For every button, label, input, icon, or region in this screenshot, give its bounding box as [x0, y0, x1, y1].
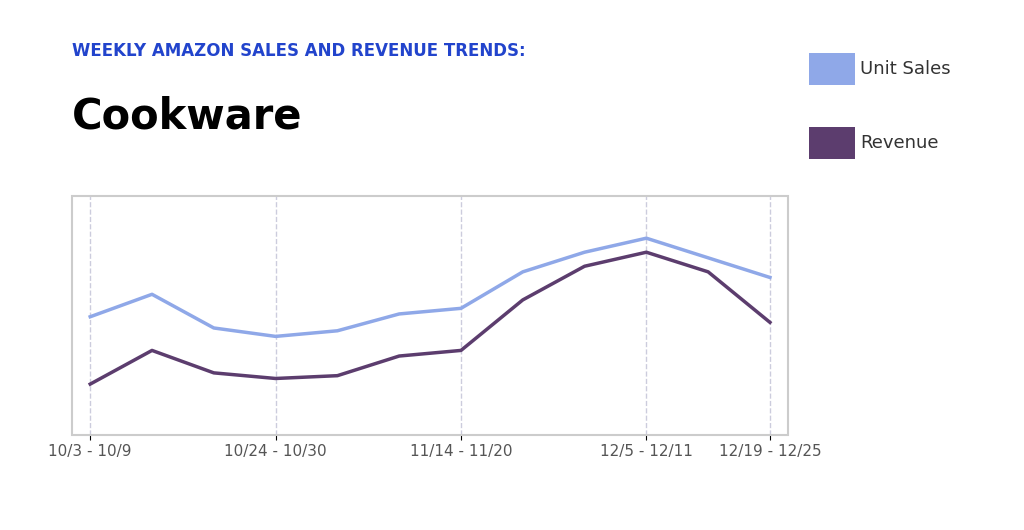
Text: Unit Sales: Unit Sales [860, 60, 951, 78]
Text: Cookware: Cookware [72, 95, 302, 137]
Text: WEEKLY AMAZON SALES AND REVENUE TRENDS:: WEEKLY AMAZON SALES AND REVENUE TRENDS: [72, 42, 525, 60]
Text: Revenue: Revenue [860, 134, 939, 152]
